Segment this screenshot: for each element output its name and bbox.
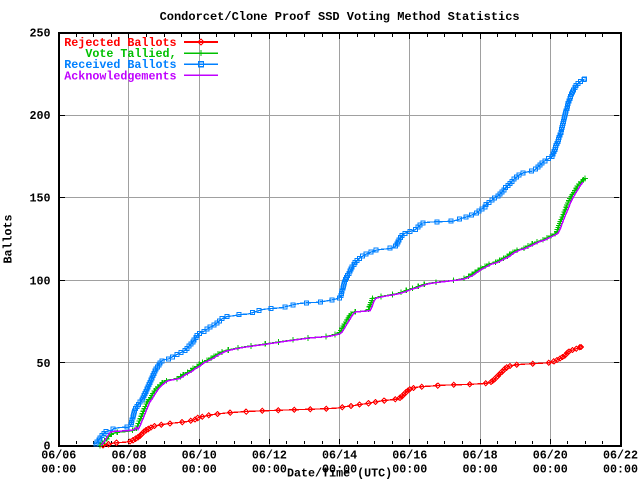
- svg-text:Acknowledgements: Acknowledgements: [64, 69, 176, 83]
- svg-text:Received Ballots: Received Ballots: [64, 58, 176, 72]
- svg-text:100: 100: [29, 274, 50, 288]
- svg-text:Date/Time (UTC): Date/Time (UTC): [287, 467, 392, 480]
- svg-text:150: 150: [29, 192, 50, 206]
- svg-text:00:00: 00:00: [533, 463, 568, 477]
- svg-text:06/22: 06/22: [603, 449, 638, 463]
- svg-text:06/18: 06/18: [463, 449, 498, 463]
- svg-text:Ballots: Ballots: [2, 214, 16, 263]
- svg-text:06/14: 06/14: [322, 449, 357, 463]
- svg-text:00:00: 00:00: [182, 463, 217, 477]
- svg-text:00:00: 00:00: [322, 463, 357, 477]
- svg-text:00:00: 00:00: [111, 463, 146, 477]
- svg-text:250: 250: [29, 27, 50, 41]
- svg-text:00:00: 00:00: [392, 463, 427, 477]
- svg-text:00:00: 00:00: [252, 463, 287, 477]
- svg-text:200: 200: [29, 109, 50, 123]
- svg-text:Vote Tallied,: Vote Tallied,: [85, 47, 176, 61]
- svg-text:06/08: 06/08: [111, 449, 146, 463]
- svg-text:06/20: 06/20: [533, 449, 568, 463]
- svg-text:0: 0: [43, 440, 50, 454]
- svg-text:Condorcet/Clone Proof SSD Voti: Condorcet/Clone Proof SSD Voting Method …: [160, 10, 520, 24]
- svg-text:06/16: 06/16: [392, 449, 427, 463]
- svg-text:00:00: 00:00: [41, 463, 76, 477]
- svg-text:06/06: 06/06: [41, 449, 76, 463]
- svg-text:06/12: 06/12: [252, 449, 287, 463]
- svg-text:00:00: 00:00: [463, 463, 498, 477]
- svg-text:06/10: 06/10: [182, 449, 217, 463]
- svg-text:Rejected Ballots: Rejected Ballots: [64, 36, 176, 50]
- svg-text:00:00: 00:00: [603, 463, 638, 477]
- svg-text:50: 50: [36, 357, 50, 371]
